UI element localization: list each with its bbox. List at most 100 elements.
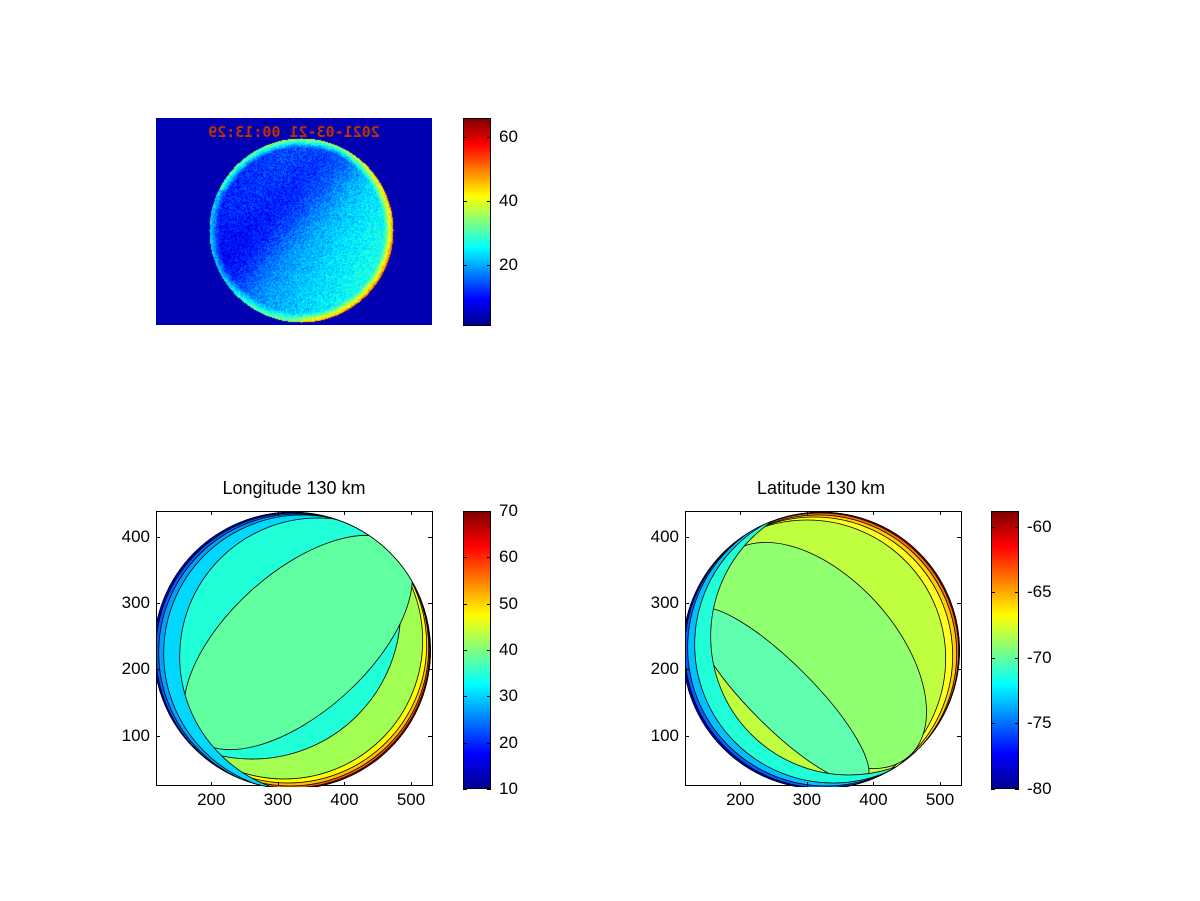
tick-mark [411,511,413,515]
tick-mark [1015,526,1019,528]
tick-mark [487,789,491,790]
tick-mark [991,592,995,594]
x-tick-label: 500 [396,790,426,809]
tick-mark [740,511,742,515]
tick-mark [428,669,432,671]
longitude-axes [156,511,433,787]
tick-mark [991,789,995,790]
latitude-axes [685,511,962,787]
x-tick-label: 500 [925,790,955,809]
tick-mark [685,603,689,605]
tick-mark [1015,592,1019,594]
tick-mark [806,782,808,786]
tick-mark [156,536,160,538]
colorbar-tick-label: 50 [499,593,518,613]
tick-mark [991,723,995,725]
tick-mark [991,526,995,528]
x-tick-label: 200 [726,790,755,809]
tick-mark [428,735,432,737]
latitude-title: Latitude 130 km [756,478,886,498]
image-timestamp: 2021-03-21 00:13:29 [208,123,380,141]
tick-mark [487,603,491,605]
x-tick-label: 200 [197,790,226,809]
tick-mark [1015,723,1019,725]
tick-mark [487,201,491,203]
tick-mark [156,603,160,605]
colorbar-tick-label: 40 [499,191,518,211]
tick-mark [940,511,942,515]
tick-mark [463,265,467,267]
tick-mark [487,696,491,698]
y-tick-label: 200 [650,659,679,679]
colorbar-tick-label: 60 [499,547,518,567]
colorbar-tick-label: 20 [499,732,518,752]
tick-mark [957,536,961,538]
y-tick-label: 200 [121,659,150,679]
tick-mark [487,265,491,267]
tick-mark [211,511,213,515]
y-tick-label: 100 [650,725,679,745]
tick-mark [487,557,491,559]
colorbar-tick-label: -75 [1027,713,1052,733]
tick-mark [463,137,467,139]
colorbar-tick-label: 70 [499,501,518,520]
x-tick-label: 400 [859,790,888,809]
tick-mark [957,735,961,737]
tick-mark [428,536,432,538]
tick-mark [277,782,279,786]
tick-mark [873,782,875,786]
colorbar-tick-label: 60 [499,127,518,147]
tick-mark [463,696,467,698]
colorbar-tick-label: -80 [1027,779,1052,798]
colorbar-image [463,118,491,326]
colorbar-tick-label: -60 [1027,516,1052,536]
tick-mark [344,782,346,786]
colorbar-tick-label: -70 [1027,647,1052,667]
x-tick-label: 400 [330,790,359,809]
tick-mark [211,782,213,786]
tick-mark [685,735,689,737]
y-tick-label: 400 [650,526,679,546]
tick-mark [957,603,961,605]
y-tick-label: 300 [650,593,679,613]
colorbar-latitude [991,511,1019,789]
tick-mark [463,603,467,605]
tick-mark [156,669,160,671]
tick-mark [991,657,995,659]
longitude-title: Longitude 130 km [222,478,366,498]
tick-mark [277,511,279,515]
tick-mark [463,511,467,512]
colorbar-tick-label: 30 [499,686,518,706]
tick-mark [463,650,467,651]
tick-mark [344,511,346,515]
colorbar-tick-label: 40 [499,640,518,659]
colorbar-tick-label: 10 [499,779,518,798]
tick-mark [740,782,742,786]
tick-mark [873,511,875,515]
tick-mark [156,735,160,737]
tick-mark [1015,657,1019,659]
tick-mark [487,650,491,651]
tick-mark [463,557,467,559]
tick-mark [1015,789,1019,790]
colorbar-tick-label: -65 [1027,582,1052,602]
colorbar-tick-label: 20 [499,255,518,275]
tick-mark [685,669,689,671]
allsky-image [156,118,432,325]
tick-mark [428,603,432,605]
tick-mark [685,536,689,538]
tick-mark [957,669,961,671]
tick-mark [463,201,467,203]
y-tick-label: 400 [121,526,150,546]
tick-mark [411,782,413,786]
tick-mark [463,789,467,790]
tick-mark [487,742,491,744]
y-tick-label: 300 [121,593,150,613]
x-tick-label: 300 [263,790,293,809]
tick-mark [463,742,467,744]
x-tick-label: 300 [792,790,822,809]
tick-mark [487,511,491,512]
tick-mark [487,137,491,139]
tick-mark [806,511,808,515]
y-tick-label: 100 [121,725,150,745]
